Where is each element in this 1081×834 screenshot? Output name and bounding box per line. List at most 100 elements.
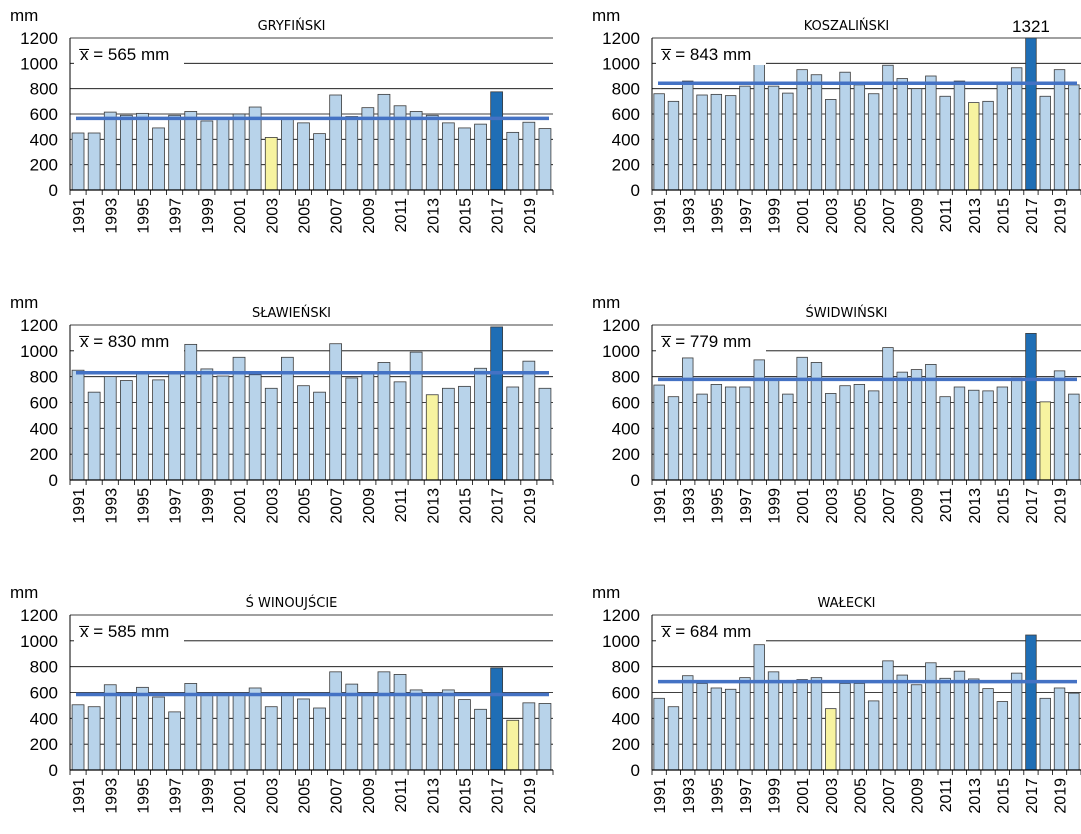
bar	[1010, 67, 1023, 191]
bar	[119, 114, 133, 191]
bar	[724, 386, 737, 481]
x-tick-label: 2017	[490, 778, 507, 814]
y-tick-label: 1000	[602, 632, 640, 651]
bar	[767, 671, 780, 771]
mean-label-box	[74, 328, 184, 352]
bar	[474, 708, 487, 771]
bar	[393, 381, 407, 481]
bar-max	[490, 326, 504, 481]
bar	[474, 123, 487, 191]
x-tick-label: 2007	[881, 778, 898, 814]
bar	[1068, 393, 1080, 481]
bar	[853, 683, 866, 771]
bar	[297, 122, 310, 191]
bar	[696, 393, 708, 481]
x-tick-label: 1991	[652, 198, 669, 234]
bar	[152, 379, 165, 481]
bar	[87, 132, 101, 191]
x-tick-label: 2013	[967, 778, 984, 814]
bar	[522, 702, 536, 771]
x-tick-label: 1991	[652, 778, 669, 814]
y-tick-label: 1000	[20, 342, 58, 361]
x-tick-label: 1995	[709, 778, 726, 814]
bar-min	[264, 137, 278, 191]
x-tick-label: 2013	[967, 198, 984, 234]
x-tick-label: 1997	[738, 778, 755, 814]
bar	[867, 700, 880, 771]
y-unit-label: mm	[592, 583, 620, 602]
chart-title: GRYFIŃSKI	[258, 18, 326, 34]
bar	[925, 662, 937, 771]
bar	[361, 694, 375, 771]
bar	[297, 385, 310, 481]
x-tick-label: 2017	[1024, 778, 1041, 814]
bar	[982, 100, 994, 191]
bar	[667, 396, 680, 481]
bar	[441, 387, 455, 481]
bar	[810, 74, 823, 191]
chart-title: SŁAWIEŃSKI	[252, 305, 331, 321]
x-tick-label: 1995	[709, 198, 726, 234]
x-tick-label: 2001	[795, 778, 812, 814]
bar	[184, 111, 198, 191]
x-tick-label: 1997	[738, 488, 755, 524]
bar	[825, 393, 837, 481]
bar-max	[490, 667, 504, 771]
bar	[925, 75, 937, 191]
bar	[853, 384, 866, 481]
x-tick-label: 1997	[168, 198, 185, 234]
x-tick-label: 2009	[910, 778, 927, 814]
x-tick-label: 2017	[490, 488, 507, 524]
y-tick-label: 800	[612, 80, 640, 99]
bar-min	[1039, 401, 1051, 481]
y-tick-label: 1200	[602, 316, 640, 335]
y-unit-label: mm	[10, 583, 38, 602]
bar	[996, 81, 1009, 191]
y-tick-label: 1200	[20, 606, 58, 625]
bar	[1053, 687, 1066, 771]
bar	[168, 371, 182, 481]
bar	[168, 711, 182, 771]
bar	[682, 675, 694, 771]
bar	[1039, 697, 1051, 771]
y-tick-label: 400	[612, 419, 640, 438]
bar	[200, 120, 214, 191]
bar	[839, 385, 851, 481]
y-tick-label: 400	[30, 419, 58, 438]
chart-panel: 0 200 400 600 800 1000 1200 1991 1993 1995 1997 199…	[10, 6, 554, 234]
bar	[313, 391, 326, 481]
bar	[896, 78, 908, 191]
y-tick-label: 200	[30, 735, 58, 754]
bar	[409, 111, 423, 191]
x-tick-label: 2015	[457, 198, 474, 234]
chart-panel: 0 200 400 600 800 1000 1200 1991 1993 1995 1997 199…	[592, 293, 1081, 524]
bar	[767, 378, 780, 481]
bar	[280, 117, 294, 191]
bar	[522, 360, 536, 481]
x-tick-label: 2013	[967, 488, 984, 524]
bar	[1053, 69, 1066, 191]
x-tick-label: 2011	[938, 778, 955, 813]
y-tick-label: 200	[612, 156, 640, 175]
mean-label: x̅ = 830 mm	[79, 332, 169, 351]
x-tick-label: 2013	[425, 488, 442, 524]
x-tick-label: 2009	[361, 488, 378, 524]
x-tick-label: 2015	[995, 778, 1012, 814]
bar	[910, 684, 923, 771]
bar	[682, 357, 694, 481]
bar	[796, 356, 808, 481]
x-tick-label: 1999	[200, 778, 217, 814]
y-tick-label: 800	[30, 658, 58, 677]
x-tick-label: 2015	[457, 488, 474, 524]
x-tick-label: 2019	[522, 488, 539, 524]
bar	[329, 671, 343, 771]
bar	[506, 131, 520, 191]
bar	[910, 88, 923, 191]
bar	[200, 693, 214, 771]
bar	[710, 687, 723, 771]
y-tick-label: 1000	[602, 342, 640, 361]
y-tick-label: 1200	[602, 606, 640, 625]
bar	[87, 706, 101, 771]
bar	[682, 80, 694, 191]
